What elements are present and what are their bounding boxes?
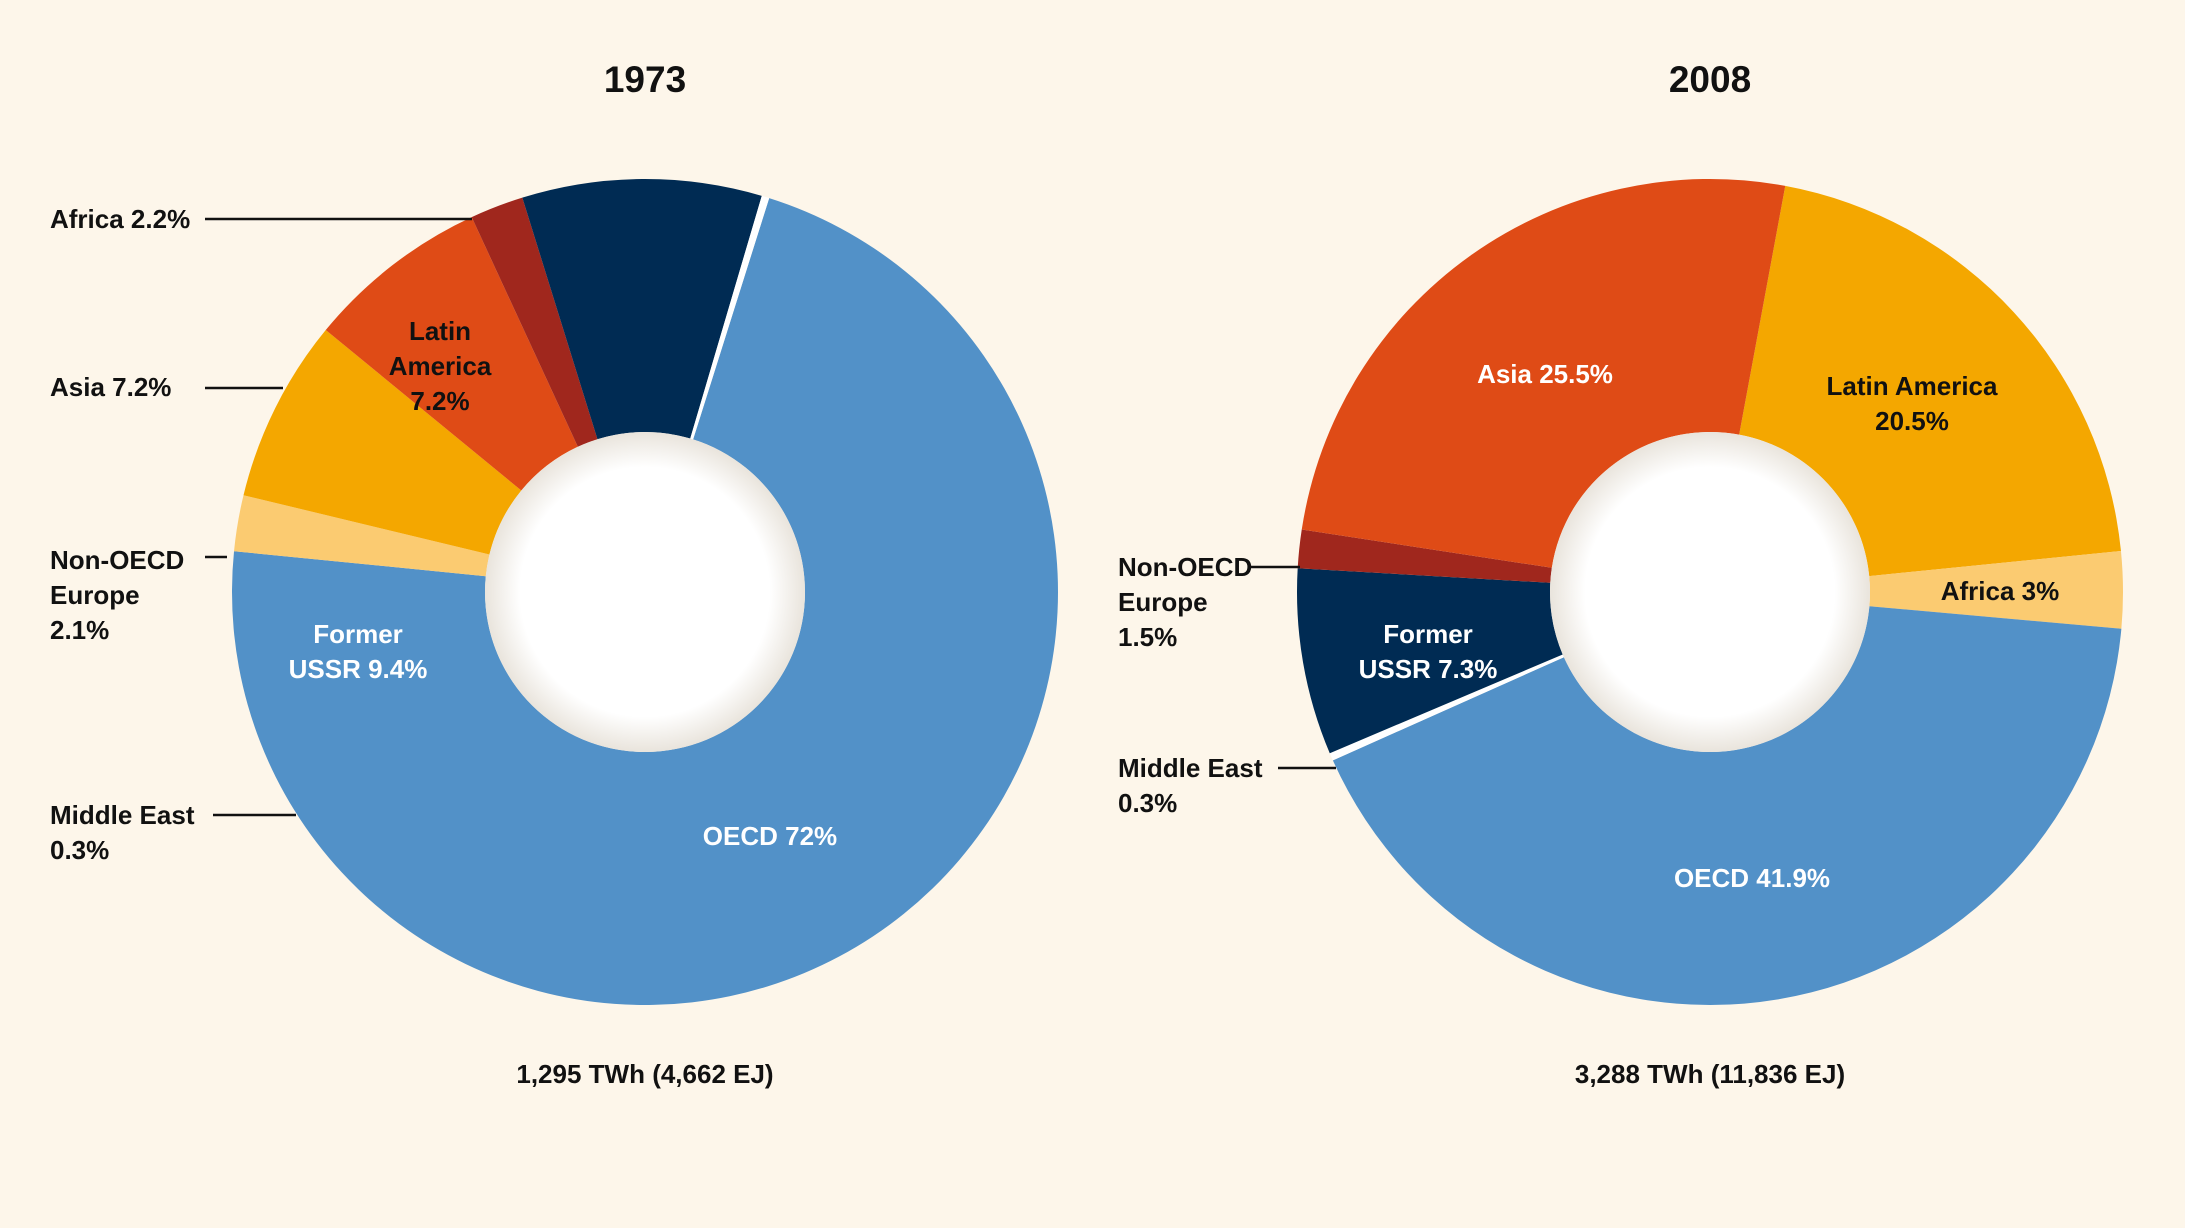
slice-middle-east xyxy=(1329,654,1564,761)
slice-africa xyxy=(234,495,490,577)
donut-hole xyxy=(485,432,805,752)
chart-title-1973: 1973 xyxy=(604,59,686,100)
slice-oecd xyxy=(1332,606,2122,1006)
slice-asia xyxy=(1301,179,1786,568)
donut-chart-2008: 2008 Latin America 20.5% Africa 3% OECD 41.… xyxy=(1118,59,2123,1089)
total-label-1973: 1,295 TWh (4,662 EJ) xyxy=(516,1059,773,1089)
slice-label-africa: Africa 2.2% xyxy=(50,204,190,234)
donut-chart-1973: 1973 OECD 72% Africa 2.2% Latin America 7.2%… xyxy=(50,59,1058,1089)
chart-title-2008: 2008 xyxy=(1669,59,1751,100)
slice-label-former-ussr: Former USSR 7.3% xyxy=(1359,619,1498,684)
slice-label-middle-east: Middle East 0.3% xyxy=(1118,753,1263,818)
slice-africa xyxy=(1869,550,2123,629)
slice-label-africa: Africa 3% xyxy=(1941,576,2060,606)
slice-non-oecd-europe xyxy=(1297,529,1552,583)
total-label-2008: 3,288 TWh (11,836 EJ) xyxy=(1575,1059,1845,1089)
slice-label-asia: Asia 25.5% xyxy=(1477,359,1613,389)
donut-hole xyxy=(1550,432,1870,752)
slice-former-ussr xyxy=(1297,568,1563,754)
labels-1973: OECD 72% Africa 2.2% Latin America 7.2% Asia … xyxy=(50,204,837,865)
slice-asia xyxy=(325,217,578,491)
slice-non-oecd-europe xyxy=(471,197,598,447)
slice-label-non-oecd-europe: Non-OECD Europe 2.1% xyxy=(50,545,184,645)
slice-middle-east xyxy=(690,195,770,440)
slice-label-non-oecd-europe: Non-OECD Europe 1.5% xyxy=(1118,552,1252,652)
slices-1973 xyxy=(232,179,1058,1006)
slice-label-oecd: OECD 72% xyxy=(703,821,837,851)
slice-label-former-ussr: Former USSR 9.4% xyxy=(289,619,428,684)
slice-latin-america xyxy=(243,330,522,555)
slice-label-middle-east: Middle East 0.3% xyxy=(50,800,195,865)
slice-oecd xyxy=(232,198,1058,1006)
slice-former-ussr xyxy=(522,179,762,440)
slice-label-oecd: OECD 41.9% xyxy=(1674,863,1830,893)
slice-latin-america xyxy=(1739,185,2121,577)
slice-label-latin-america: Latin America 7.2% xyxy=(389,316,492,416)
labels-2008: Latin America 20.5% Africa 3% OECD 41.9% Mid… xyxy=(1118,359,2059,893)
slices-2008 xyxy=(1297,179,2123,1006)
slice-label-latin-america: Latin America 20.5% xyxy=(1827,371,1999,436)
slice-label-asia: Asia 7.2% xyxy=(50,372,171,402)
